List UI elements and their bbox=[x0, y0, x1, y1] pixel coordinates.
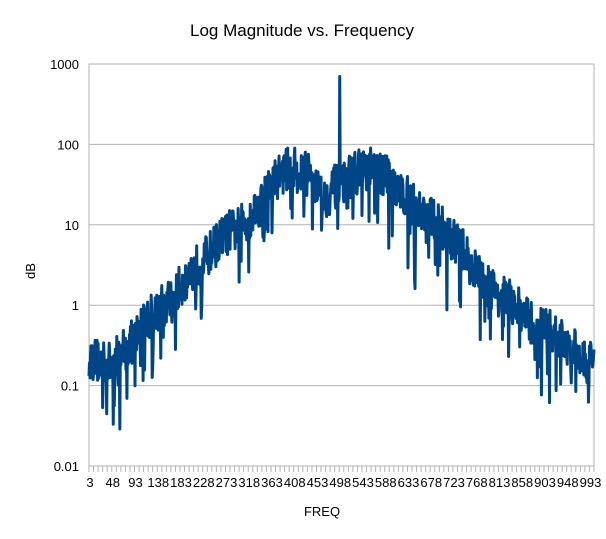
grid bbox=[89, 63, 594, 467]
y-tick-label-5: 1000 bbox=[50, 57, 79, 72]
x-tick-label-17: 768 bbox=[466, 475, 488, 490]
y-tick-label-1: 0.1 bbox=[61, 379, 79, 394]
x-tick-label-1: 48 bbox=[106, 475, 120, 490]
x-tick-label-14: 633 bbox=[398, 475, 420, 490]
x-tick-label-6: 273 bbox=[216, 475, 238, 490]
series-group bbox=[87, 74, 596, 431]
x-tick-label-16: 723 bbox=[443, 475, 465, 490]
y-tick-labels: 0.01 0.1 1 10 100 1000 bbox=[50, 57, 79, 474]
x-tick-label-8: 363 bbox=[261, 475, 283, 490]
x-tick-label-9: 408 bbox=[284, 475, 306, 490]
y-tick-label-0: 0.01 bbox=[54, 459, 79, 474]
plot-frame bbox=[88, 63, 595, 467]
y-tick-label-4: 100 bbox=[57, 137, 79, 152]
y-tick-label-3: 10 bbox=[65, 218, 79, 233]
x-tick-label-18: 813 bbox=[489, 475, 511, 490]
chart-title: Log Magnitude vs. Frequency bbox=[190, 21, 414, 40]
x-tick-label-4: 183 bbox=[170, 475, 192, 490]
x-tick-label-13: 588 bbox=[375, 475, 397, 490]
x-tick-label-10: 453 bbox=[307, 475, 329, 490]
x-tick-label-7: 318 bbox=[238, 475, 260, 490]
series-line bbox=[87, 74, 596, 431]
x-tick-label-3: 138 bbox=[147, 475, 169, 490]
x-axis-title: FREQ bbox=[304, 504, 340, 519]
y-axis-title: dB bbox=[23, 263, 38, 279]
x-tick-label-19: 858 bbox=[511, 475, 533, 490]
x-tick-label-2: 93 bbox=[128, 475, 142, 490]
x-tick-label-21: 948 bbox=[557, 475, 579, 490]
x-tick-label-22: 993 bbox=[580, 475, 602, 490]
y-tick-label-2: 1 bbox=[72, 298, 79, 313]
x-tick-marks bbox=[88, 466, 595, 472]
x-tick-labels: 3 48 93 138 183 228 273 318 363 408 453 498 543 588 63… bbox=[86, 475, 601, 490]
x-tick-label-15: 678 bbox=[420, 475, 442, 490]
x-tick-label-0: 3 bbox=[86, 475, 93, 490]
x-tick-label-12: 543 bbox=[352, 475, 374, 490]
x-tick-label-20: 903 bbox=[534, 475, 556, 490]
x-tick-label-11: 498 bbox=[329, 475, 351, 490]
x-tick-label-5: 228 bbox=[193, 475, 215, 490]
